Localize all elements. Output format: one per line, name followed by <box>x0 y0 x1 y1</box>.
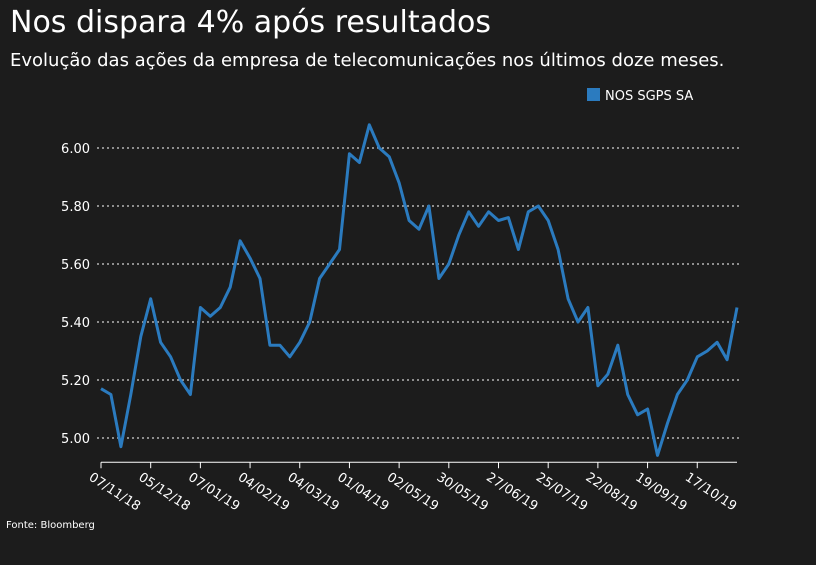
y-tick-label: 5.00 <box>61 432 90 447</box>
legend-label: NOS SGPS SA <box>605 89 693 104</box>
chart-title: Nos dispara 4% após resultados <box>10 5 491 40</box>
y-tick-label: 5.40 <box>61 316 90 331</box>
y-tick-label: 5.60 <box>61 258 90 273</box>
y-tick-label: 5.20 <box>61 374 90 389</box>
chart-subtitle: Evolução das ações da empresa de telecom… <box>10 50 724 71</box>
y-tick-label: 5.80 <box>61 200 90 215</box>
y-tick-label: 6.00 <box>61 142 90 157</box>
legend-swatch <box>587 88 600 101</box>
line <box>100 123 739 457</box>
source: Fonte: Bloomberg <box>6 520 95 531</box>
